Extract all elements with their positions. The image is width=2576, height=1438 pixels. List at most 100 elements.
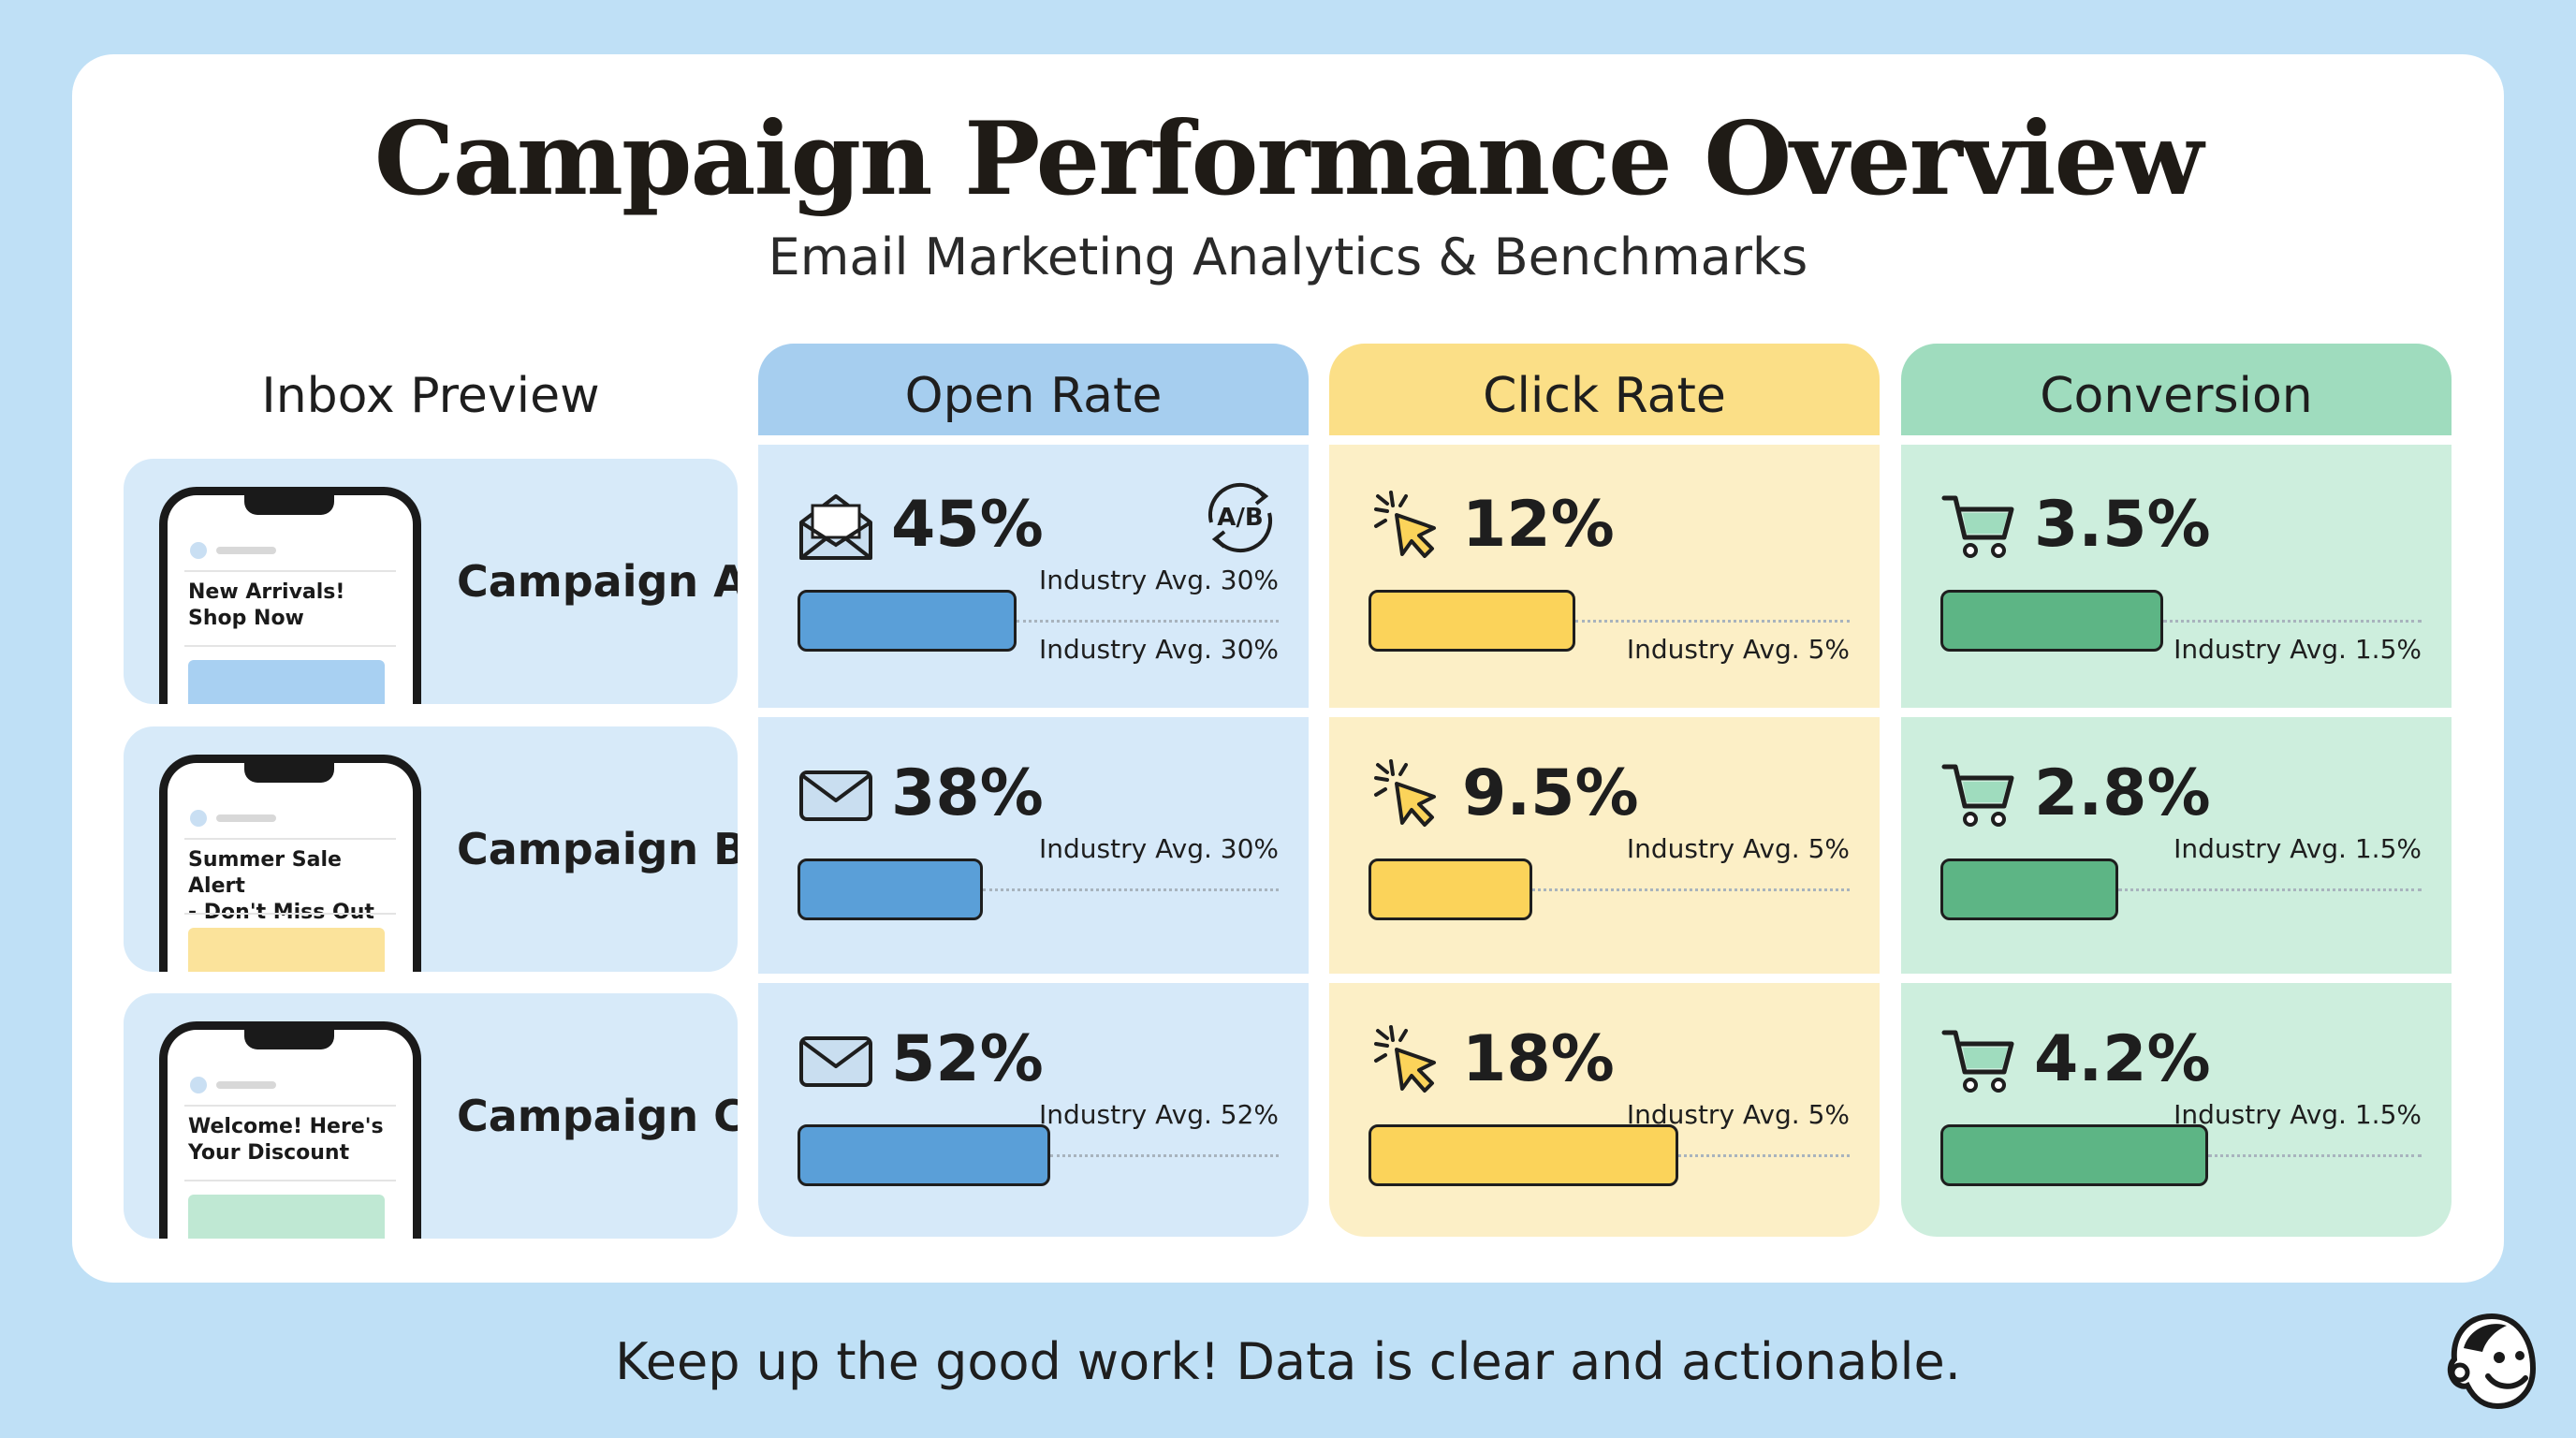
envelope-icon: [798, 1021, 874, 1098]
click-bar: [1368, 1124, 1679, 1186]
sender-avatar: [190, 542, 207, 559]
industry-average-label: Industry Avg. 5%: [1626, 833, 1850, 864]
inbox-preview-card[interactable]: Welcome! Here's Your Discount Campaign C: [124, 993, 738, 1239]
industry-average-label: Industry Avg. 30%: [1039, 565, 1279, 595]
divider: [184, 645, 396, 647]
row-separator: [749, 974, 2462, 983]
conv-value: 4.2%: [2034, 1022, 2211, 1096]
click-metric-cell: 12% Industry Avg. 5%: [1329, 459, 1880, 712]
sender-line: [216, 814, 276, 822]
phone-mockup: New Arrivals! Shop Now: [159, 487, 421, 704]
email-image-placeholder: [188, 1195, 385, 1239]
click-value: 18%: [1462, 1022, 1615, 1096]
row-separator: [749, 708, 2462, 717]
industry-average-label: Industry Avg. 1.5%: [2174, 1099, 2422, 1130]
benchmark-guide-line: [1017, 620, 1279, 623]
industry-average-label: Industry Avg. 5%: [1626, 1099, 1850, 1130]
click-bar: [1368, 590, 1575, 652]
click-bar: [1368, 858, 1532, 920]
open-metric-cell: 45% Industry Avg. 30% Industry Avg. 30% A/B: [758, 459, 1309, 712]
email-subject-line: Your Discount: [188, 1141, 350, 1165]
open-metric-cell: 52% Industry Avg. 52%: [758, 993, 1309, 1246]
shopping-cart-icon: [1940, 1021, 2017, 1098]
conversion-header: Conversion: [1901, 344, 2452, 445]
campaign-name: Campaign C: [457, 1091, 738, 1141]
cursor-click-icon: [1368, 1021, 1445, 1098]
benchmark-guide-line: [2118, 888, 2422, 891]
shopping-cart-icon: [1940, 756, 2017, 832]
industry-average-label: Industry Avg. 1.5%: [2174, 634, 2422, 665]
inbox-preview-card[interactable]: New Arrivals! Shop Now Campaign A: [124, 459, 738, 704]
open-rate-column: [758, 445, 1309, 1237]
inbox-preview-header: Inbox Preview: [261, 368, 600, 424]
open-metric-cell: 38% Industry Avg. 30%: [758, 727, 1309, 980]
sender-line: [216, 1081, 276, 1089]
email-subject: Welcome! Here's Your Discount: [188, 1114, 403, 1167]
open-value: 52%: [891, 1022, 1044, 1096]
sender-avatar: [190, 1077, 207, 1093]
open-bar: [798, 590, 1017, 652]
divider: [184, 1180, 396, 1181]
sender-avatar: [190, 810, 207, 827]
click-value: 9.5%: [1462, 756, 1639, 830]
phone-mockup: Welcome! Here's Your Discount: [159, 1021, 421, 1239]
divider: [184, 838, 396, 840]
email-subject: Summer Sale Alert - Don't Miss Out: [188, 847, 403, 926]
benchmark-guide-line: [2207, 1154, 2422, 1157]
industry-average-label: Industry Avg. 30%: [1039, 634, 1279, 665]
open-bar: [798, 1124, 1051, 1186]
conv-metric-cell: 3.5% Industry Avg. 1.5%: [1901, 459, 2452, 712]
phone-mockup: Summer Sale Alert - Don't Miss Out: [159, 755, 421, 972]
phone-notch: [244, 1029, 334, 1049]
open-rate-header: Open Rate: [758, 344, 1309, 445]
open-value: 45%: [891, 488, 1044, 562]
industry-average-label: Industry Avg. 30%: [1039, 833, 1279, 864]
open-value: 38%: [891, 756, 1044, 830]
email-subject-line: - Don't Miss Out: [188, 901, 374, 924]
benchmark-guide-line: [982, 888, 1279, 891]
conv-metric-cell: 4.2% Industry Avg. 1.5%: [1901, 993, 2452, 1246]
conv-bar: [1940, 1124, 2208, 1186]
industry-average-label: Industry Avg. 52%: [1039, 1099, 1279, 1130]
ab-test-icon[interactable]: A/B: [1198, 476, 1282, 560]
open-bar: [798, 858, 983, 920]
conv-bar: [1940, 858, 2119, 920]
page-title: Campaign Performance Overview: [373, 100, 2203, 218]
click-value: 12%: [1462, 488, 1615, 562]
industry-average-label: Industry Avg. 1.5%: [2174, 833, 2422, 864]
email-image-placeholder: [188, 660, 385, 704]
cursor-click-icon: [1368, 756, 1445, 832]
campaign-name: Campaign A: [457, 556, 738, 607]
cursor-click-icon: [1368, 487, 1445, 564]
mascot-logo-icon[interactable]: [2445, 1311, 2539, 1412]
ab-test-label: A/B: [1217, 504, 1264, 532]
benchmark-guide-line: [2163, 620, 2422, 623]
row-separator: [749, 435, 2462, 445]
open-envelope-icon: [798, 487, 874, 564]
industry-average-label: Industry Avg. 5%: [1626, 634, 1850, 665]
sender-line: [216, 547, 276, 554]
benchmark-guide-line: [1678, 1154, 1850, 1157]
benchmark-guide-line: [1531, 888, 1850, 891]
click-metric-cell: 18% Industry Avg. 5%: [1329, 993, 1880, 1246]
email-subject-line: New Arrivals!: [188, 580, 345, 604]
benchmark-guide-line: [1574, 620, 1850, 623]
divider: [184, 1105, 396, 1107]
campaign-name: Campaign B: [457, 824, 738, 874]
click-rate-header: Click Rate: [1329, 344, 1880, 445]
conv-bar: [1940, 590, 2163, 652]
envelope-icon: [798, 756, 874, 832]
email-subject-line: Summer Sale Alert: [188, 848, 342, 898]
email-image-placeholder: [188, 928, 385, 972]
phone-notch: [244, 494, 334, 515]
email-subject-line: Welcome! Here's: [188, 1115, 384, 1138]
click-rate-column: [1329, 445, 1880, 1237]
email-subject: New Arrivals! Shop Now: [188, 580, 403, 632]
conv-value: 2.8%: [2034, 756, 2211, 830]
email-subject-line: Shop Now: [188, 607, 304, 630]
inbox-preview-card[interactable]: Summer Sale Alert - Don't Miss Out Campaig…: [124, 726, 738, 972]
divider: [184, 913, 396, 915]
click-metric-cell: 9.5% Industry Avg. 5%: [1329, 727, 1880, 980]
conv-metric-cell: 2.8% Industry Avg. 1.5%: [1901, 727, 2452, 980]
benchmark-guide-line: [1050, 1154, 1279, 1157]
